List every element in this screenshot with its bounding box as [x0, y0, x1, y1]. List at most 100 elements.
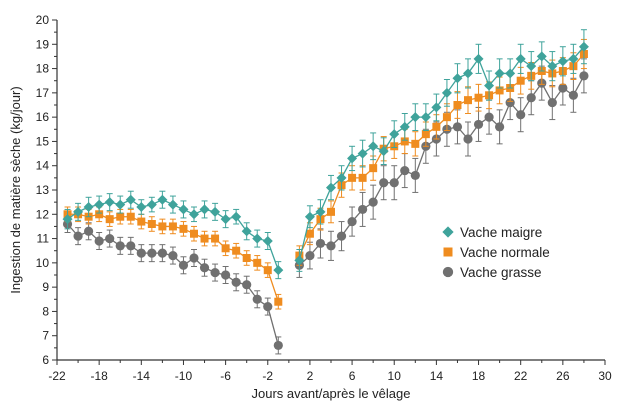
- y-tick-label: 8: [42, 304, 49, 318]
- data-point: [336, 172, 347, 183]
- data-point: [199, 263, 210, 273]
- series-line: [298, 75, 585, 266]
- data-point: [158, 222, 167, 231]
- legend-marker-shape: [442, 266, 454, 278]
- plot-area: [62, 29, 589, 355]
- data-point: [442, 113, 451, 122]
- legend-item-maigre: Vache maigre: [442, 225, 542, 240]
- data-point: [473, 53, 484, 64]
- data-point: [463, 134, 473, 144]
- data-point: [452, 122, 463, 132]
- data-point: [189, 209, 199, 220]
- data-point: [189, 253, 199, 263]
- legend-item-normale: Vache normale: [443, 245, 550, 260]
- data-point: [547, 97, 557, 108]
- data-point: [253, 258, 262, 267]
- data-point: [84, 226, 94, 236]
- x-tick-label: 6: [349, 369, 356, 383]
- data-point: [167, 199, 178, 210]
- data-point: [273, 340, 283, 351]
- data-point: [231, 277, 241, 287]
- y-tick-label: 6: [42, 353, 49, 367]
- data-point: [210, 206, 221, 217]
- data-point: [484, 80, 495, 91]
- x-tick-label: 30: [598, 369, 612, 383]
- data-point: [252, 233, 263, 244]
- x-axis-title: Jours avant/après le vêlage: [252, 386, 411, 401]
- x-tick-label: 26: [556, 369, 570, 383]
- y-tick-label: 15: [36, 134, 50, 148]
- data-point: [473, 119, 484, 130]
- data-point: [241, 226, 252, 237]
- data-point: [452, 73, 463, 84]
- y-tick-label: 18: [36, 62, 50, 76]
- data-point: [432, 122, 441, 131]
- y-tick-label: 10: [36, 256, 50, 270]
- data-point: [252, 294, 262, 304]
- data-point: [305, 250, 315, 261]
- data-point: [369, 164, 378, 173]
- y-tick-label: 11: [37, 232, 50, 246]
- data-point: [104, 197, 115, 208]
- y-tick-label: 9: [42, 280, 49, 294]
- legend-label-grasse: Vache grasse: [460, 265, 542, 280]
- data-point: [136, 248, 146, 258]
- x-ticks: -22 -18 -14 -10 -6 -2 2 6 10 14 18 22 26 30: [48, 360, 612, 383]
- data-point: [137, 217, 146, 226]
- data-point: [263, 301, 273, 312]
- data-point: [505, 97, 515, 108]
- data-point: [358, 204, 368, 215]
- data-point: [347, 216, 357, 227]
- data-point: [579, 71, 589, 81]
- data-point: [505, 68, 516, 79]
- data-point: [348, 173, 357, 182]
- x-tick-label: 22: [514, 369, 528, 383]
- y-axis-title: Ingestion de matière sèche (kg/jour): [8, 86, 23, 293]
- legend-label-maigre: Vache maigre: [460, 225, 542, 240]
- data-point: [242, 280, 252, 290]
- data-point: [274, 297, 283, 306]
- data-point: [178, 260, 189, 270]
- legend-marker-shape: [442, 226, 454, 238]
- data-point: [558, 83, 568, 93]
- data-point: [378, 146, 389, 157]
- data-point: [516, 76, 525, 85]
- data-point: [304, 211, 315, 222]
- data-point: [125, 194, 136, 205]
- data-point: [211, 234, 220, 243]
- legend: Vache maigre Vache normale Vache grasse: [442, 225, 550, 280]
- data-point: [347, 153, 358, 164]
- data-point: [95, 210, 104, 219]
- y-tick-label: 16: [36, 110, 50, 124]
- data-point: [494, 68, 505, 79]
- data-point: [105, 215, 114, 224]
- data-point: [578, 41, 589, 52]
- data-point: [420, 112, 431, 123]
- data-point: [73, 206, 84, 217]
- data-point: [200, 234, 209, 243]
- data-point: [536, 51, 547, 62]
- data-point: [115, 241, 125, 251]
- data-point: [568, 90, 578, 100]
- data-point: [326, 182, 336, 193]
- data-point: [400, 165, 410, 176]
- data-point: [327, 207, 335, 216]
- data-point: [464, 96, 472, 105]
- data-point: [126, 241, 136, 251]
- data-point: [126, 212, 135, 221]
- data-point: [231, 211, 242, 222]
- data-point: [410, 112, 421, 123]
- data-point: [179, 224, 188, 233]
- data-point: [62, 214, 73, 225]
- y-tick-label: 13: [36, 183, 50, 197]
- legend-marker-maigre: [442, 226, 454, 238]
- data-point: [368, 141, 379, 152]
- data-point: [389, 178, 399, 188]
- data-point: [273, 265, 284, 276]
- data-point: [220, 214, 231, 225]
- data-point: [568, 53, 579, 64]
- legend-marker-normale: [443, 247, 453, 257]
- data-point: [357, 148, 368, 159]
